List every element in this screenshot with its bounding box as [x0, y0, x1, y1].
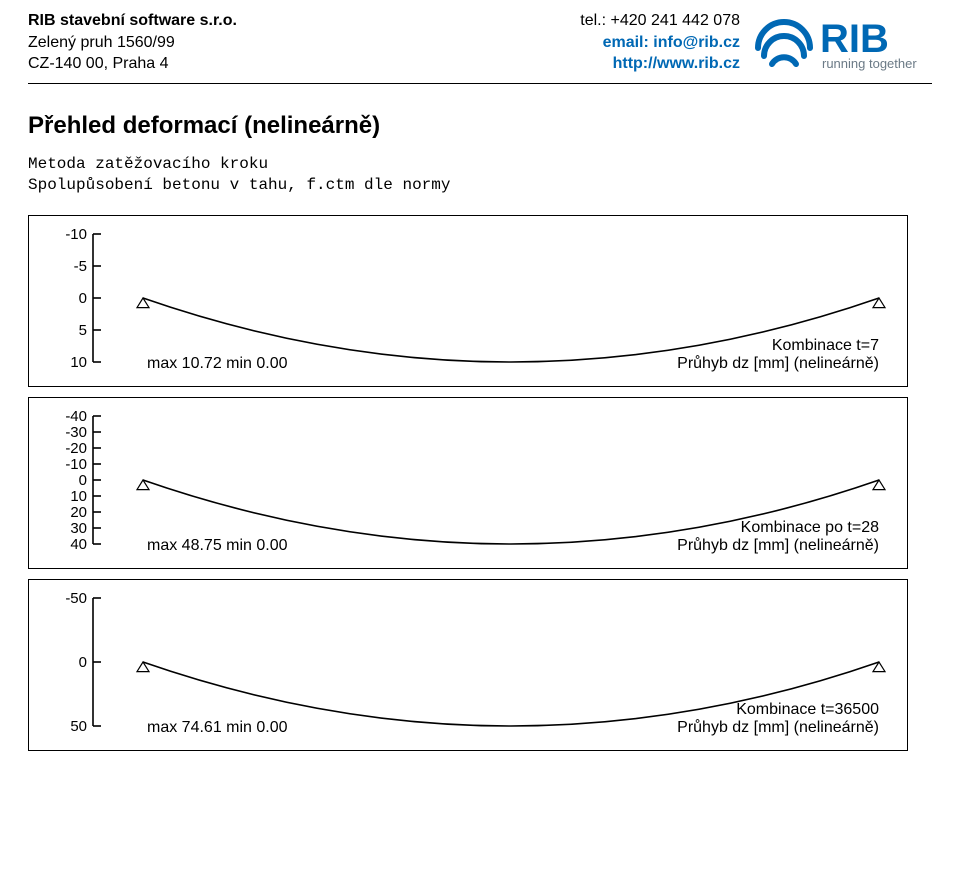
- url-line: http://www.rib.cz: [580, 53, 740, 75]
- svg-text:max 74.61 min 0.00: max 74.61 min 0.00: [147, 719, 288, 736]
- svg-text:20: 20: [70, 504, 87, 521]
- subtitle-line-2: Spolupůsobení betonu v tahu, f.ctm dle n…: [28, 175, 932, 197]
- logo-swoosh-icon: [758, 22, 810, 64]
- chart-1-svg: -10 -5 0 5 10 max 10.72 min 0.00 Kombinace t=7…: [43, 228, 895, 378]
- svg-text:10: 10: [70, 488, 87, 505]
- svg-text:0: 0: [79, 654, 87, 671]
- tel-line: tel.: +420 241 442 078: [580, 10, 740, 32]
- header-left: RIB stavební software s.r.o. Zelený pruh…: [28, 10, 237, 75]
- email-value: info@rib.cz: [653, 34, 740, 51]
- svg-text:-10: -10: [65, 456, 87, 473]
- svg-text:0: 0: [79, 290, 87, 307]
- svg-text:-5: -5: [74, 258, 87, 275]
- svg-text:50: 50: [70, 718, 87, 735]
- logo-text: RIB: [820, 17, 889, 61]
- svg-text:-20: -20: [65, 440, 87, 457]
- svg-text:-40: -40: [65, 410, 87, 425]
- svg-text:Průhyb dz [mm] (nelineárně): Průhyb dz [mm] (nelineárně): [677, 536, 879, 554]
- header-right: tel.: +420 241 442 078 email: info@rib.c…: [580, 10, 932, 75]
- email-label: email:: [603, 34, 649, 51]
- svg-text:40: 40: [70, 536, 87, 553]
- svg-text:30: 30: [70, 520, 87, 537]
- chart-2-svg: -40-30-20-10010203040 max 48.75 min 0.00 K…: [43, 410, 895, 560]
- svg-text:Kombinace po t=28: Kombinace po t=28: [741, 519, 879, 536]
- page-title: Přehled deformací (nelineárně): [28, 112, 932, 140]
- document-header: RIB stavební software s.r.o. Zelený pruh…: [28, 10, 932, 75]
- svg-text:max 48.75 min 0.00: max 48.75 min 0.00: [147, 537, 288, 554]
- rib-logo: RIB running together: [752, 10, 932, 74]
- svg-text:-10: -10: [65, 228, 87, 243]
- logo-tagline: running together: [822, 56, 917, 71]
- tel-value: +420 241 442 078: [611, 12, 740, 29]
- svg-text:-30: -30: [65, 424, 87, 441]
- address-line-1: Zelený pruh 1560/99: [28, 32, 237, 54]
- svg-text:Průhyb dz [mm] (nelineárně): Průhyb dz [mm] (nelineárně): [677, 718, 879, 736]
- svg-text:Průhyb dz [mm] (nelineárně): Průhyb dz [mm] (nelineárně): [677, 354, 879, 372]
- svg-text:Kombinace t=7: Kombinace t=7: [772, 337, 879, 354]
- svg-text:5: 5: [79, 322, 87, 339]
- chart-3: -50 0 50 max 74.61 min 0.00 Kombinace t=3650…: [28, 579, 908, 751]
- header-contact: tel.: +420 241 442 078 email: info@rib.c…: [580, 10, 740, 75]
- svg-text:10: 10: [70, 354, 87, 371]
- chart-1: -10 -5 0 5 10 max 10.72 min 0.00 Kombinace t=7…: [28, 215, 908, 387]
- subtitle-block: Metoda zatěžovacího kroku Spolupůsobení …: [28, 154, 932, 197]
- address-line-2: CZ-140 00, Praha 4: [28, 53, 237, 75]
- svg-text:Kombinace t=36500: Kombinace t=36500: [736, 701, 879, 718]
- svg-text:-50: -50: [65, 592, 87, 607]
- subtitle-line-1: Metoda zatěžovacího kroku: [28, 154, 932, 176]
- email-line: email: info@rib.cz: [580, 32, 740, 54]
- svg-text:max 10.72 min 0.00: max 10.72 min 0.00: [147, 355, 288, 372]
- chart-3-svg: -50 0 50 max 74.61 min 0.00 Kombinace t=3650…: [43, 592, 895, 742]
- chart-2: -40-30-20-10010203040 max 48.75 min 0.00 K…: [28, 397, 908, 569]
- tel-label: tel.:: [580, 12, 606, 29]
- svg-text:0: 0: [79, 472, 87, 489]
- header-rule: [28, 83, 932, 84]
- company-name: RIB stavební software s.r.o.: [28, 10, 237, 32]
